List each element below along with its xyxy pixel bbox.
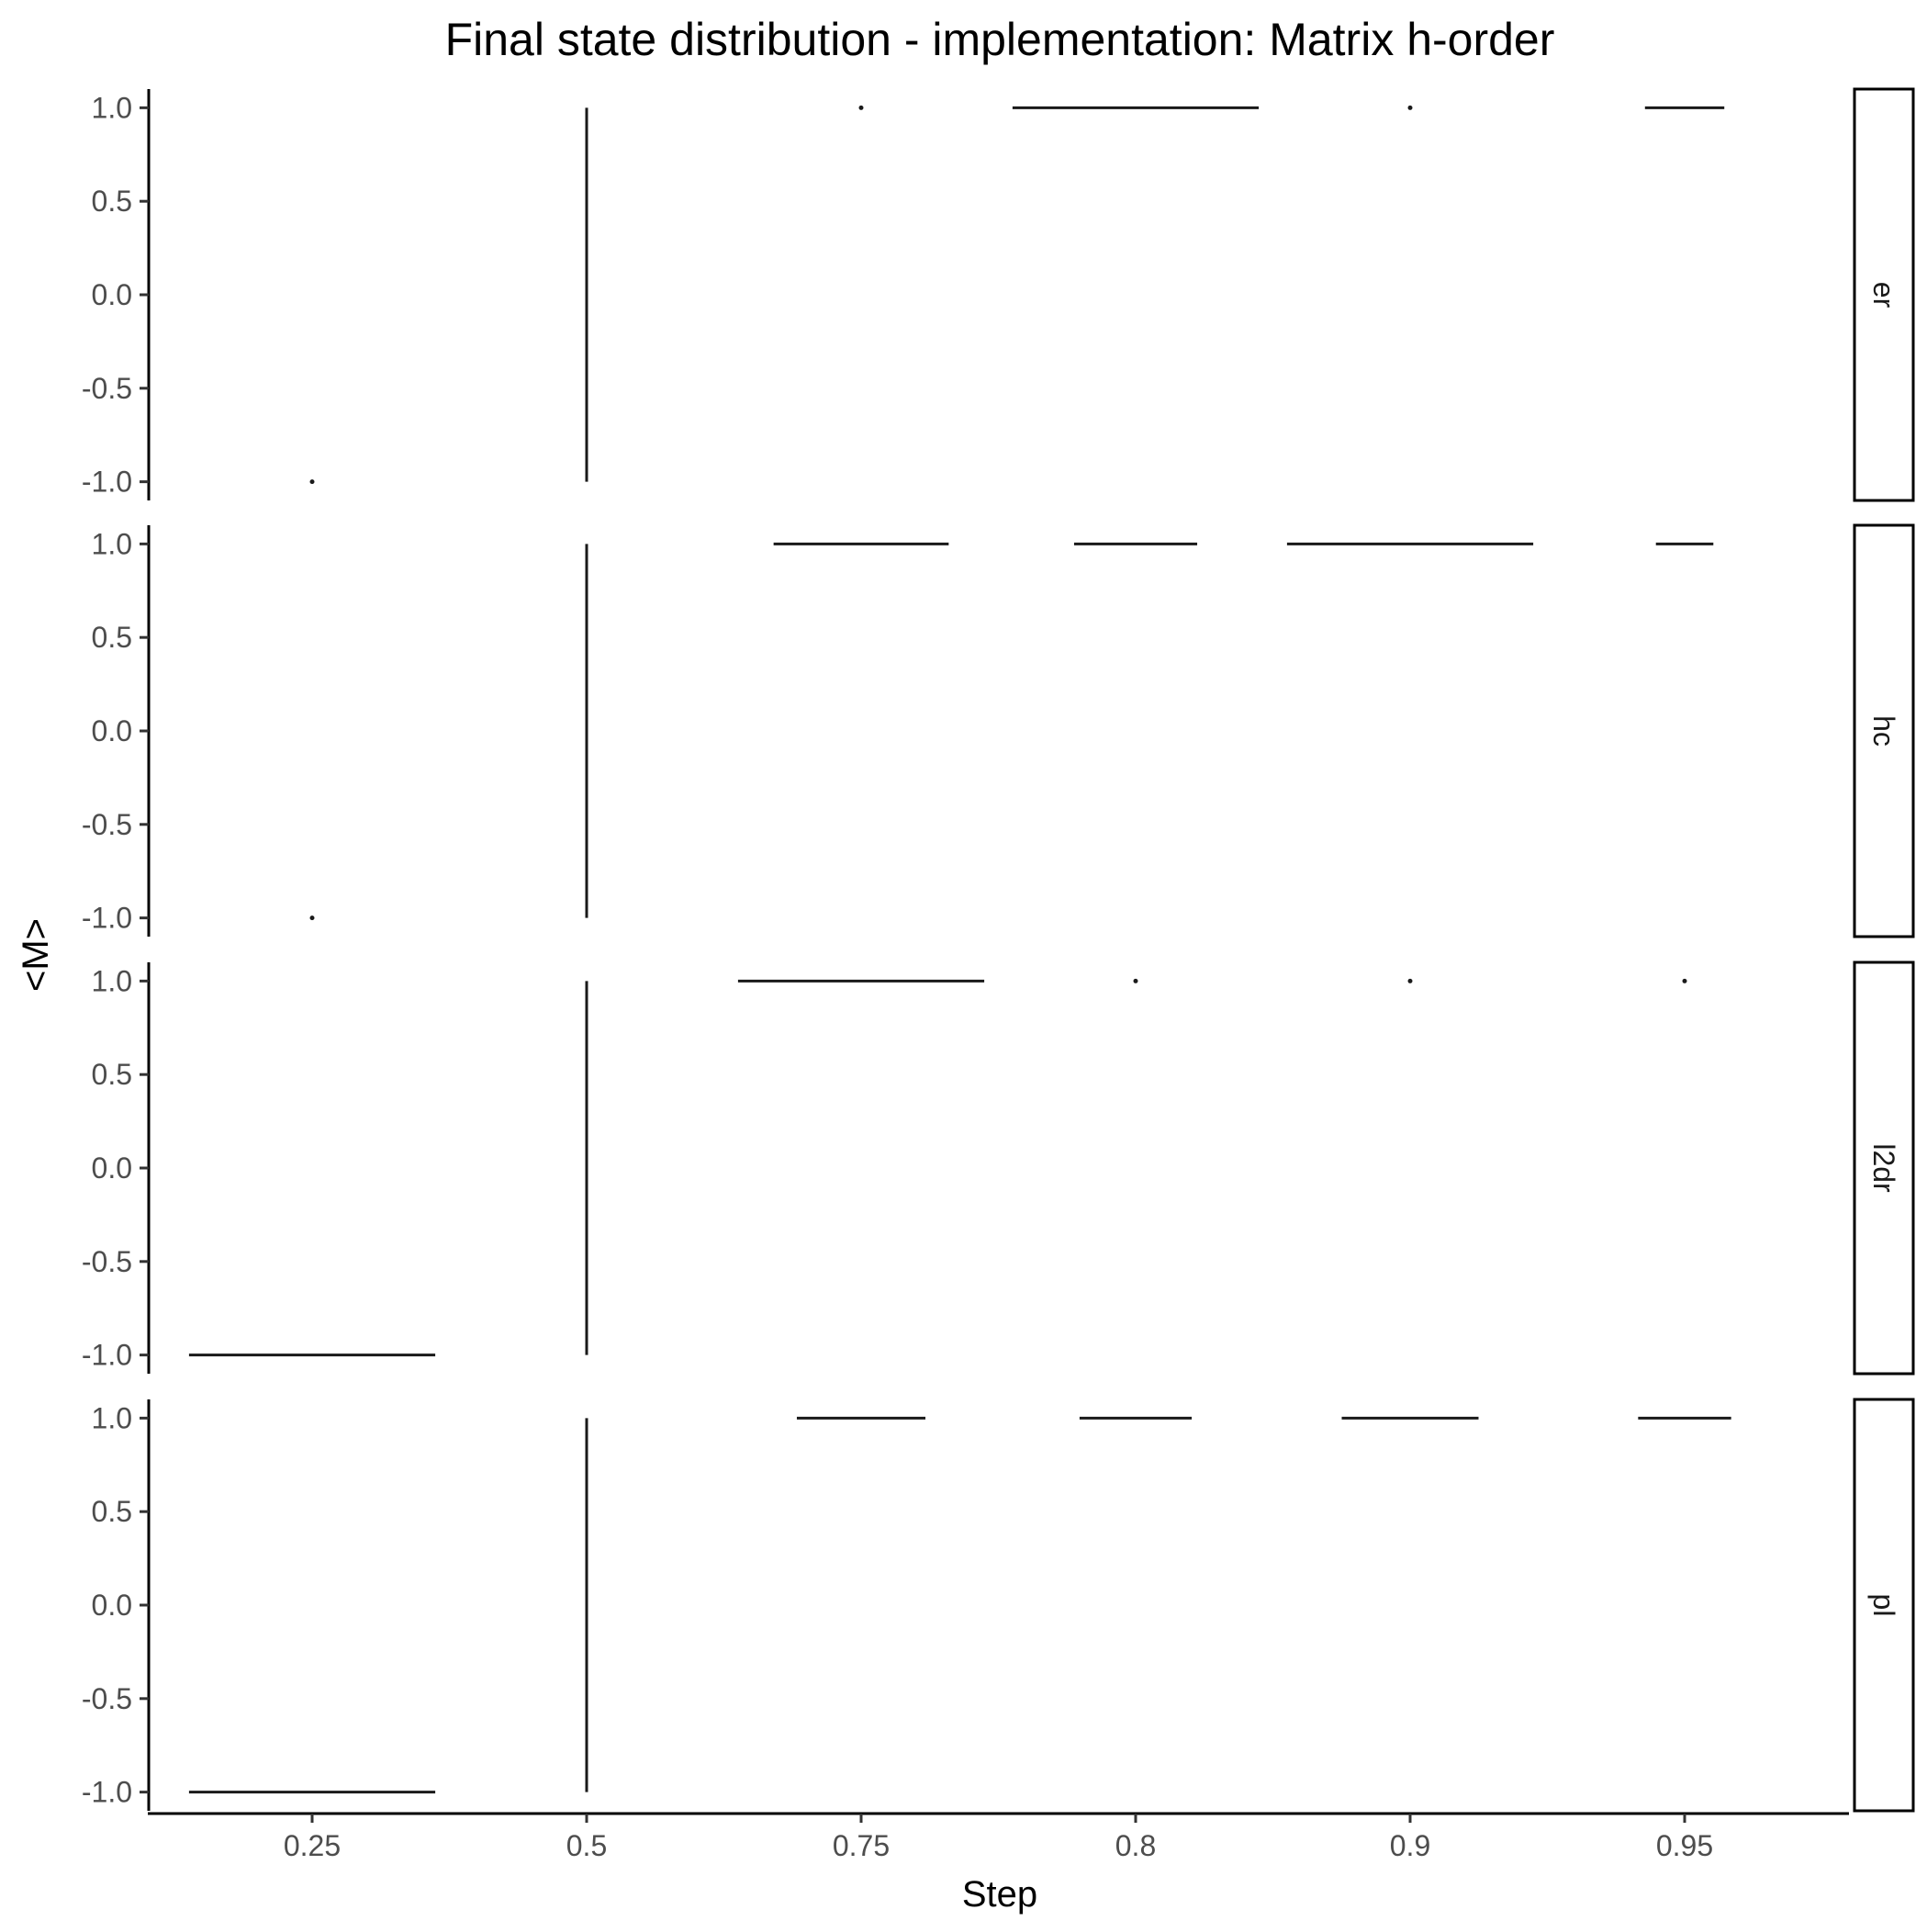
chart-title: Final state distribution - implementatio… <box>445 14 1555 65</box>
x-tick-label: 0.8 <box>1115 1829 1156 1862</box>
y-tick-label: 0.0 <box>92 1589 132 1622</box>
x-tick-label: 0.9 <box>1390 1829 1430 1862</box>
y-tick-label: -1.0 <box>82 902 132 935</box>
y-tick-label: -1.0 <box>82 1339 132 1372</box>
x-tick-label: 0.95 <box>1656 1829 1713 1862</box>
facet-strip <box>1853 523 1915 938</box>
facet-panel-pl: 1.0 0.5 0.0 -0.5 -1.0 pl <box>82 1398 1915 1813</box>
y-tick-label: 0.0 <box>92 278 132 311</box>
y-tick-label: 0.5 <box>92 1495 132 1528</box>
y-tick-label: 0.5 <box>92 1058 132 1091</box>
facet-strip-label: pl <box>1867 1594 1900 1617</box>
y-tick-label: 0.0 <box>92 1151 132 1185</box>
violin-point-0.25 <box>309 479 315 485</box>
facet-strip <box>1853 1398 1915 1813</box>
facet-panel-er: 1.0 0.5 0.0 -0.5 -1.0 er <box>82 87 1915 502</box>
y-tick-label: -0.5 <box>82 808 132 841</box>
facet-strip <box>1853 87 1915 502</box>
x-axis: 0.25 0.5 0.75 0.8 0.9 0.95 <box>148 1812 1849 1862</box>
violin-point-0.9 <box>1407 105 1413 110</box>
x-axis-title: Step <box>962 1874 1037 1915</box>
violin-point-0.75 <box>858 105 864 110</box>
y-tick-label: 0.0 <box>92 714 132 747</box>
facet-panel-l2dr: 1.0 0.5 0.0 -0.5 -1.0 l2dr <box>82 960 1915 1376</box>
x-tick-label: 0.5 <box>566 1829 607 1862</box>
violin-point-0.25 <box>309 915 315 921</box>
y-tick-label: 1.0 <box>92 91 132 124</box>
violin-point-0.8 <box>1133 978 1138 983</box>
y-tick-label: 1.0 <box>92 527 132 560</box>
facet-panel-hc: 1.0 0.5 0.0 -0.5 -1.0 hc <box>82 523 1915 938</box>
facet-strip-label: er <box>1867 282 1900 309</box>
facet-strip <box>1853 960 1915 1376</box>
violin-point-0.9 <box>1407 978 1413 983</box>
y-tick-label: -1.0 <box>82 466 132 499</box>
facet-strip-label: hc <box>1867 715 1900 747</box>
y-tick-label: 1.0 <box>92 1401 132 1434</box>
y-tick-label: -0.5 <box>82 372 132 405</box>
facet-strip-label: l2dr <box>1867 1143 1900 1193</box>
y-tick-label: 0.5 <box>92 621 132 654</box>
x-tick-label: 0.75 <box>833 1829 890 1862</box>
facet-panels: 1.00.50.0-0.5-1.0er1.00.50.0-0.5-1.0hc1.… <box>82 87 1915 1813</box>
x-tick-label: 0.25 <box>284 1829 341 1862</box>
y-tick-label: 1.0 <box>92 964 132 997</box>
y-tick-label: -0.5 <box>82 1245 132 1278</box>
y-axis-title: <M> <box>16 918 56 992</box>
violin-point-0.95 <box>1682 978 1687 983</box>
y-tick-label: -1.0 <box>82 1776 132 1809</box>
y-tick-label: -0.5 <box>82 1682 132 1715</box>
y-tick-label: 0.5 <box>92 185 132 218</box>
